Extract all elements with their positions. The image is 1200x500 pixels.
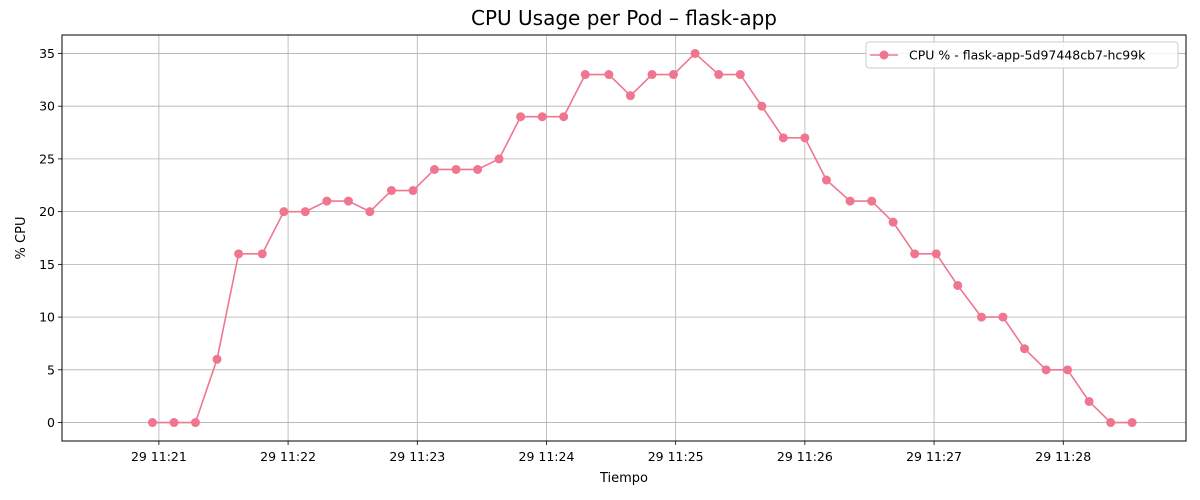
x-axis-title: Tiempo [599, 471, 648, 486]
data-point [300, 207, 310, 217]
data-point [690, 48, 700, 58]
y-tick-label: 25 [39, 151, 55, 166]
data-point [735, 70, 745, 80]
y-tick-label: 20 [39, 204, 55, 219]
data-point [257, 249, 267, 259]
x-tick-label: 29 11:27 [906, 449, 962, 464]
x-tick-label: 29 11:28 [1035, 449, 1091, 464]
data-point [473, 164, 483, 174]
x-tick-label: 29 11:25 [648, 449, 704, 464]
legend: CPU % - flask-app-5d97448cb7-hc99k [865, 41, 1179, 69]
data-point [1041, 365, 1051, 375]
data-point [494, 154, 504, 164]
data-point [408, 186, 418, 196]
data-point [1084, 396, 1094, 406]
legend-marker-swatch [879, 50, 889, 60]
data-point [714, 70, 724, 80]
data-point [778, 133, 788, 143]
data-point [234, 249, 244, 259]
data-point [910, 249, 920, 259]
y-tick-label: 10 [39, 310, 55, 325]
data-point [169, 418, 179, 428]
data-point [190, 418, 200, 428]
data-point [279, 207, 289, 217]
data-point [1106, 418, 1116, 428]
data-point [451, 164, 461, 174]
data-point [931, 249, 941, 259]
data-point [559, 112, 569, 122]
y-tick-label: 35 [39, 46, 55, 61]
data-point [1020, 344, 1030, 354]
data-point [800, 133, 810, 143]
x-axis-ticks: 29 11:21 29 11:22 29 11:23 29 11:24 29 11:25… [131, 441, 1091, 464]
data-point [212, 354, 222, 364]
y-tick-label: 15 [39, 257, 55, 272]
data-point [668, 70, 678, 80]
data-point [888, 217, 898, 227]
y-tick-label: 0 [47, 415, 55, 430]
data-point [604, 70, 614, 80]
data-point [625, 91, 635, 101]
x-tick-label: 29 11:26 [777, 449, 833, 464]
x-tick-label: 29 11:24 [519, 449, 575, 464]
data-point [867, 196, 877, 206]
x-tick-label: 29 11:22 [260, 449, 316, 464]
series-layer [147, 48, 1137, 428]
y-tick-label: 30 [39, 99, 55, 114]
y-tick-label: 5 [47, 362, 55, 377]
data-point [757, 101, 767, 111]
data-point [976, 312, 986, 322]
data-point [1063, 365, 1073, 375]
data-point [647, 70, 657, 80]
data-point [516, 112, 526, 122]
plot-frame [61, 34, 1187, 442]
chart-title: CPU Usage per Pod – flask-app [471, 6, 777, 30]
data-point [429, 164, 439, 174]
y-axis-ticks: 0 5 10 15 20 25 30 35 [39, 46, 62, 430]
y-axis-title: % CPU [14, 217, 29, 260]
data-point [580, 70, 590, 80]
data-point [953, 280, 963, 290]
data-point [537, 112, 547, 122]
x-tick-label: 29 11:21 [131, 449, 187, 464]
series-line [152, 52, 1133, 424]
data-point [343, 196, 353, 206]
data-point [821, 175, 831, 185]
data-point [322, 196, 332, 206]
grid-lines [62, 35, 1186, 441]
data-point [1127, 418, 1137, 428]
data-point [386, 186, 396, 196]
x-tick-label: 29 11:23 [389, 449, 445, 464]
legend-box [865, 41, 1179, 69]
data-point [365, 207, 375, 217]
data-point [147, 418, 157, 428]
legend-entry-label: CPU % - flask-app-5d97448cb7-hc99k [909, 48, 1146, 63]
data-point [845, 196, 855, 206]
data-point [998, 312, 1008, 322]
